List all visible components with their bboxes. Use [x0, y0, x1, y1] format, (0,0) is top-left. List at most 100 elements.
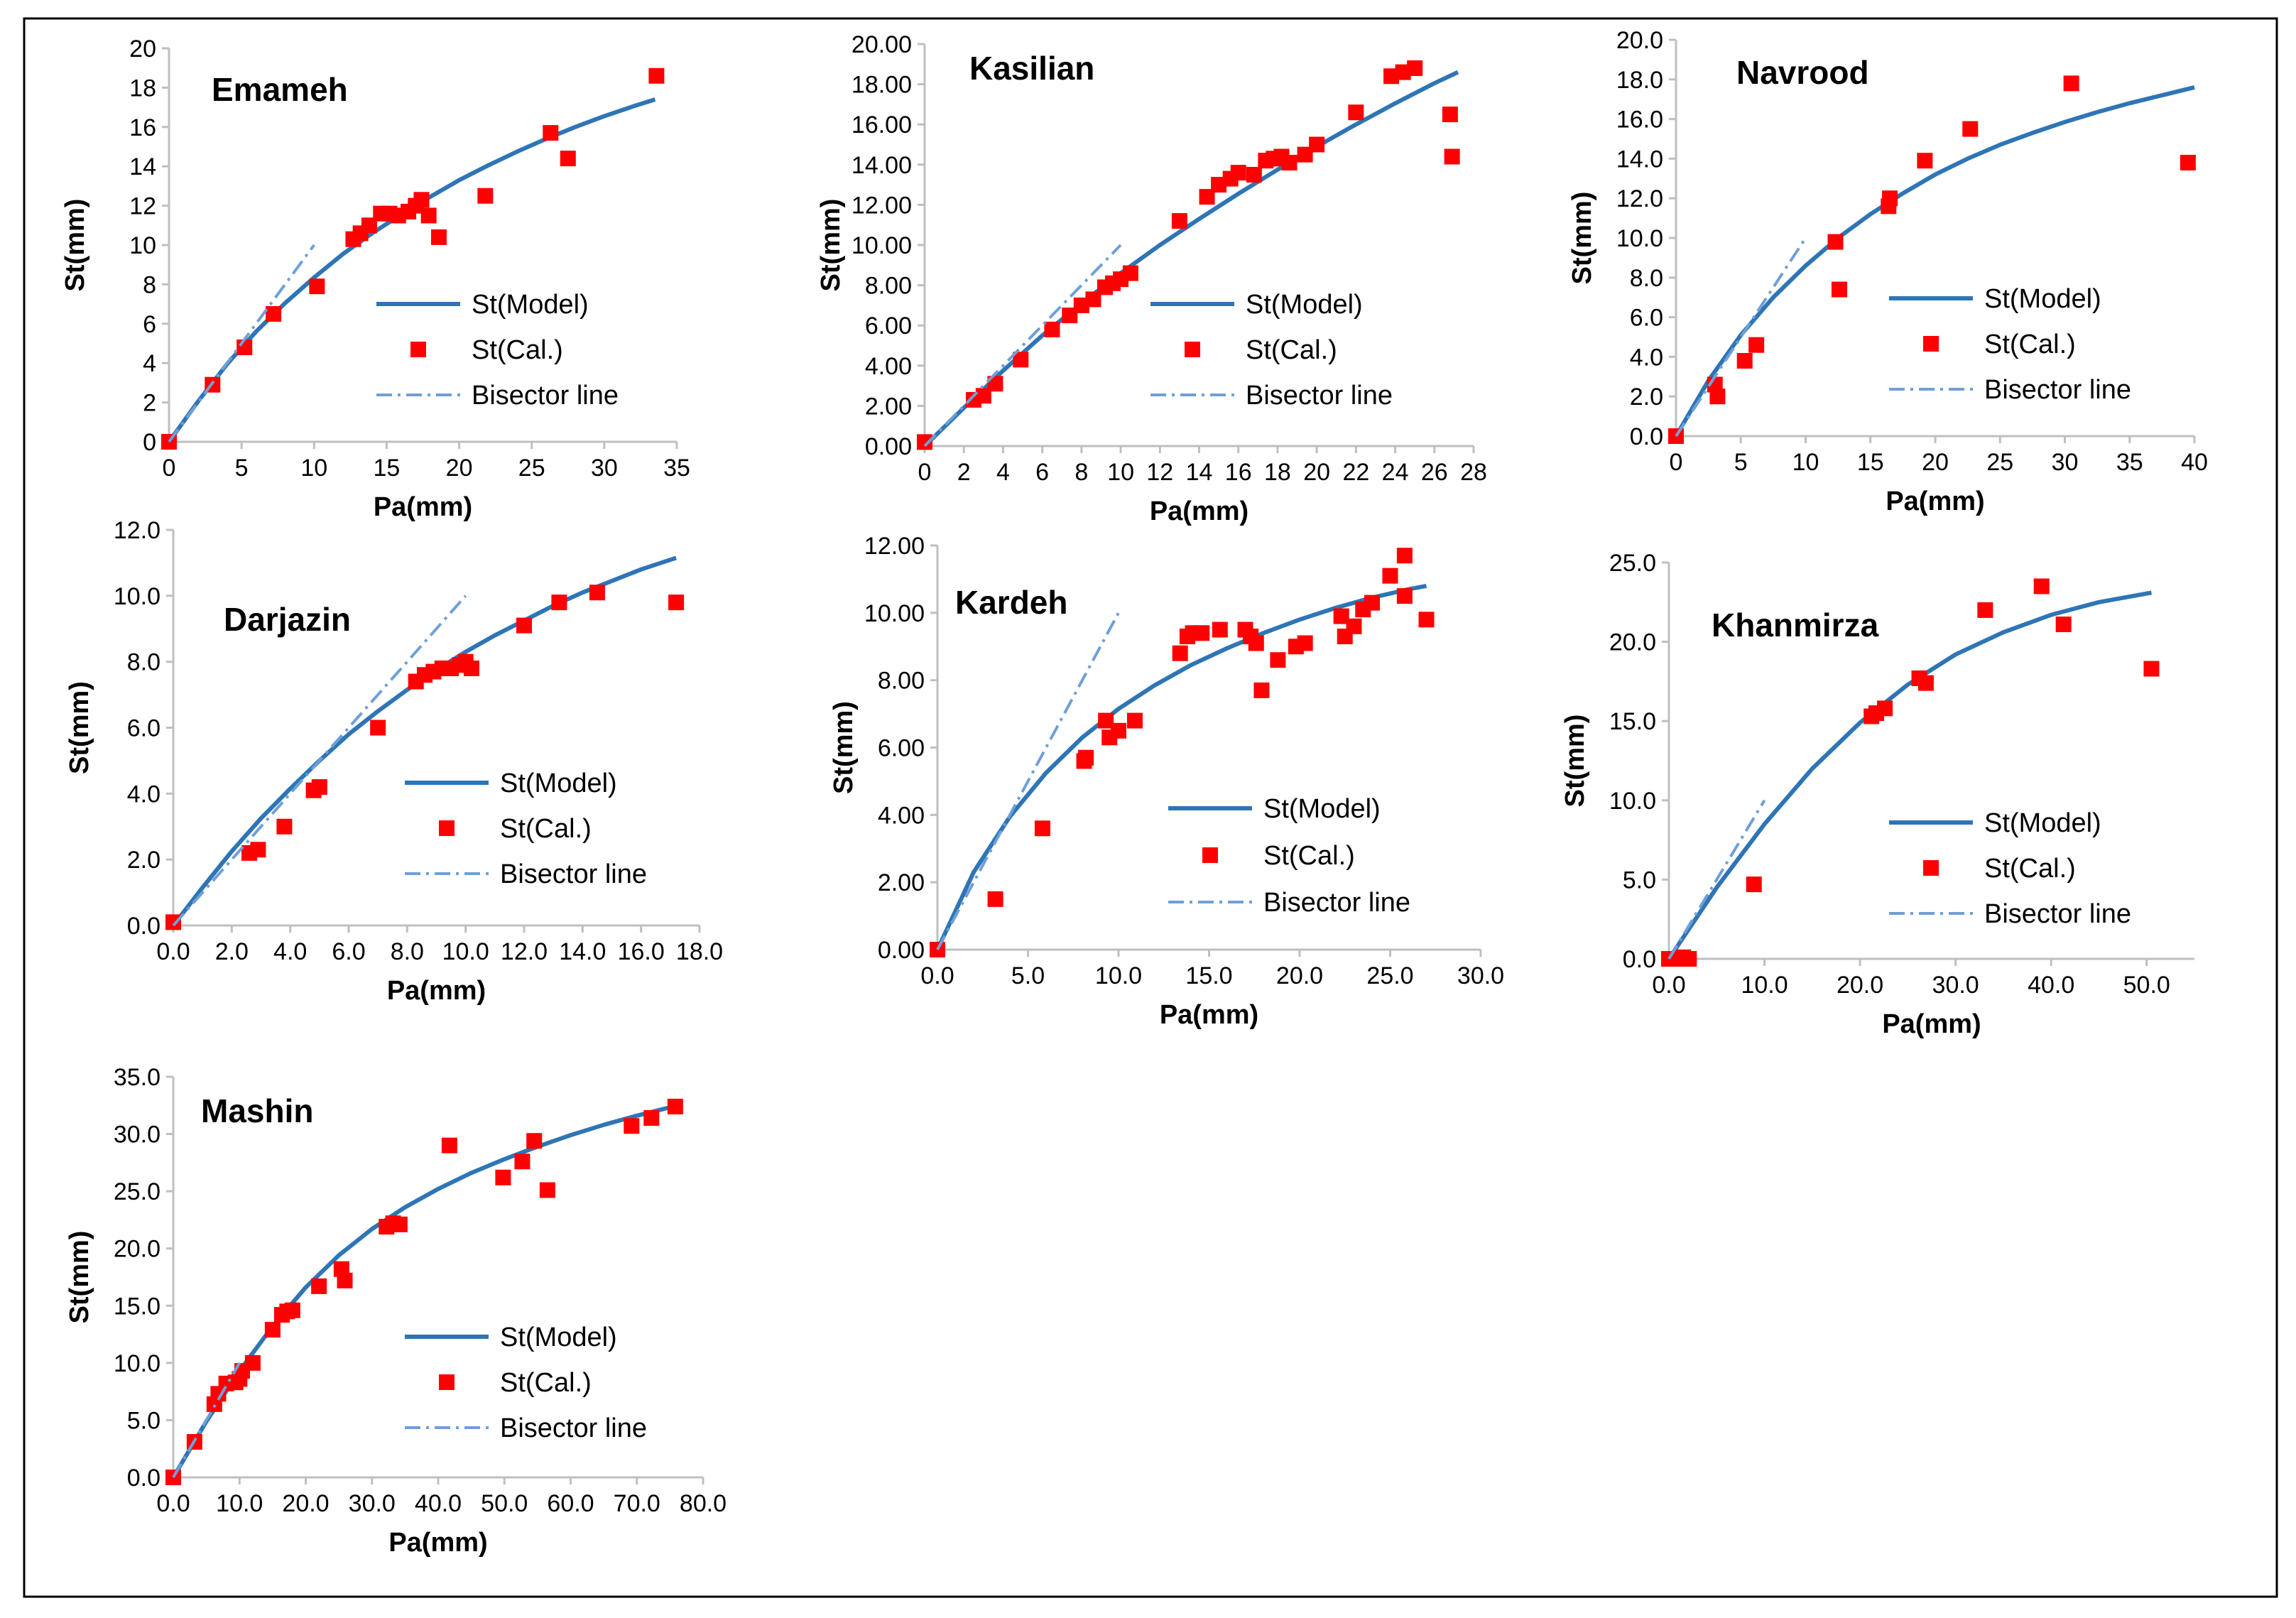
legend-model-label: St(Model) — [500, 1323, 617, 1352]
x-tick-label: 0.0 — [1652, 972, 1685, 999]
legend-cal-label: St(Cal.) — [500, 1368, 592, 1398]
x-axis-label: Pa(mm) — [1882, 1009, 1981, 1039]
cal-point — [1270, 652, 1286, 668]
cal-point — [1246, 166, 1262, 183]
x-tick-label: 12.0 — [501, 938, 548, 965]
cal-point — [1333, 608, 1349, 624]
x-tick-label: 70.0 — [614, 1490, 660, 1517]
y-tick-label: 5.0 — [1623, 867, 1656, 894]
cal-point — [668, 594, 685, 611]
x-tick-label: 30 — [591, 455, 618, 482]
legend-cal-swatch — [1923, 860, 1939, 876]
x-tick-label: 4.0 — [273, 938, 307, 965]
legend-cal-swatch — [439, 1374, 455, 1390]
y-tick-label: 0.0 — [1623, 946, 1656, 973]
chart-title: Khanmirza — [1712, 607, 1879, 644]
cal-point — [1442, 107, 1458, 123]
legend-cal-swatch — [1923, 336, 1939, 352]
y-tick-label: 6.00 — [878, 735, 925, 762]
y-tick-label: 35.0 — [114, 1064, 160, 1091]
cal-point — [1748, 337, 1765, 353]
legend: St(Model) St(Cal.) Bisector line — [405, 1323, 647, 1443]
y-tick-label: 25.0 — [114, 1178, 160, 1205]
y-axis-label: St(mm) — [829, 701, 859, 794]
cal-point — [1253, 682, 1270, 698]
cal-point — [1831, 281, 1847, 298]
x-tick-label: 6.0 — [332, 938, 365, 965]
x-tick-label: 14 — [1186, 459, 1213, 486]
x-tick-label: 25 — [1986, 449, 2013, 476]
chart-navrood: 0 5 10 15 20 25 30 35 40 0.0 2.0 4.0 6.0 8.0 10.0 12.0 1… — [1567, 27, 2208, 516]
cal-point — [1194, 625, 1210, 641]
y-tick-label: 18.0 — [1616, 67, 1663, 94]
chart-title: Navrood — [1736, 54, 1869, 91]
x-tick-label: 10.0 — [216, 1490, 263, 1517]
x-tick-label: 20 — [1922, 449, 1949, 476]
cal-point — [420, 207, 437, 224]
legend-cal-swatch — [410, 342, 426, 357]
cal-point — [311, 779, 327, 796]
model-line — [1674, 85, 2195, 438]
cal-point — [514, 1153, 531, 1170]
cal-point — [1111, 722, 1126, 739]
cal-point — [516, 617, 532, 634]
legend-cal-label: St(Cal.) — [1263, 841, 1355, 871]
cal-point — [648, 67, 665, 84]
chart-title: Emameh — [212, 71, 348, 108]
y-tick-label: 0.0 — [127, 913, 160, 940]
x-tick-label: 12 — [1146, 459, 1173, 486]
x-axis-label: Pa(mm) — [1160, 1000, 1258, 1030]
cal-point — [311, 1278, 327, 1294]
x-tick-label: 30.0 — [349, 1490, 396, 1517]
cal-point — [2180, 154, 2196, 170]
y-tick-label: 2.0 — [127, 847, 160, 874]
y-tick-label: 12.00 — [864, 533, 925, 560]
y-tick-label: 4.00 — [865, 353, 912, 380]
x-tick-label: 5.0 — [1011, 962, 1045, 989]
x-tick-label: 6 — [1035, 459, 1049, 486]
cal-point — [250, 842, 266, 858]
model-line — [171, 1104, 674, 1479]
legend: St(Model) St(Cal.) Bisector line — [1168, 794, 1410, 918]
y-tick-label: 15.0 — [114, 1293, 160, 1320]
cal-point — [495, 1169, 511, 1185]
y-axis-label: St(mm) — [65, 1231, 94, 1324]
cal-point — [1172, 645, 1188, 661]
x-tick-label: 28 — [1460, 459, 1487, 486]
cal-point — [917, 434, 932, 450]
x-tick-label: 10.0 — [1741, 972, 1788, 999]
cal-point — [264, 1322, 281, 1338]
y-axis-label: St(mm) — [816, 199, 846, 292]
x-tick-label: 10 — [1107, 459, 1134, 486]
cal-point — [1348, 104, 1364, 121]
cal-point — [430, 229, 447, 245]
y-tick-label: 8.0 — [127, 649, 160, 676]
y-tick-label: 2.0 — [1630, 384, 1663, 411]
y-tick-label: 25.0 — [1609, 550, 1656, 577]
y-tick-label: 6.0 — [1630, 305, 1663, 332]
legend: St(Model) St(Cal.) Bisector line — [1889, 808, 2131, 929]
cal-point — [1396, 588, 1413, 604]
cal-point — [2063, 75, 2079, 92]
cal-point — [589, 585, 605, 601]
x-axis-label: Pa(mm) — [1886, 487, 1984, 516]
cal-point — [413, 192, 430, 208]
y-tick-label: 10 — [129, 232, 156, 259]
cal-point — [1917, 675, 1934, 691]
cal-point — [1122, 265, 1138, 281]
y-tick-label: 8 — [143, 271, 156, 298]
x-tick-label: 20 — [1303, 459, 1330, 486]
bisector-line — [172, 1362, 241, 1479]
cal-point — [1098, 712, 1114, 729]
x-tick-label: 50.0 — [481, 1490, 528, 1517]
x-tick-label: 30.0 — [1932, 972, 1979, 999]
cal-point — [1877, 700, 1893, 717]
cal-point — [643, 1110, 660, 1126]
chart-kasilian: 0 2 4 6 8 10 12 14 16 18 20 22 24 26 280.002.004.006.0… — [816, 31, 1487, 526]
x-tick-label: 18 — [1264, 459, 1291, 486]
legend-bisector-label: Bisector line — [472, 381, 619, 411]
x-tick-label: 25.0 — [1366, 962, 1413, 989]
y-tick-label: 8.0 — [1630, 265, 1663, 292]
cal-point — [1882, 190, 1898, 207]
cal-point — [1281, 154, 1297, 170]
